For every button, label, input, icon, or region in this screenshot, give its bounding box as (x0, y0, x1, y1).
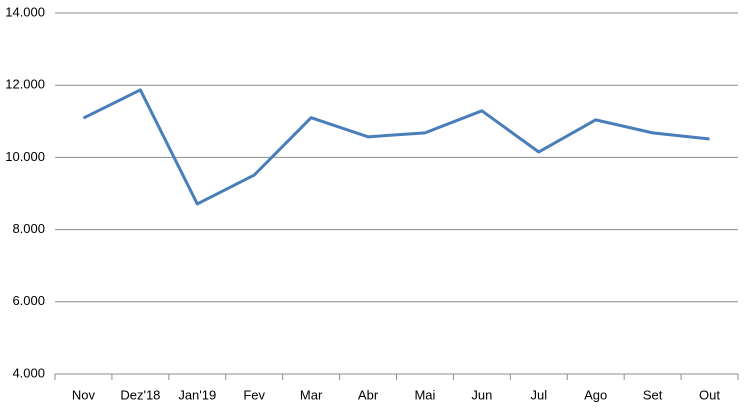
x-tick-label: Mar (300, 387, 323, 402)
x-tick-label: Jan'19 (178, 387, 216, 402)
x-tick-label: Nov (72, 387, 96, 402)
x-tick-label: Dez'18 (120, 387, 160, 402)
x-tick-label: Out (699, 387, 720, 402)
x-tick-label: Mai (414, 387, 435, 402)
data-line (82, 88, 710, 206)
x-tick-label: Jun (471, 387, 492, 402)
x-tick-label: Abr (358, 387, 379, 402)
x-tick-label: Set (643, 387, 663, 402)
x-tick-label: Jul (530, 387, 547, 402)
y-tick-label: 10.000 (5, 149, 45, 164)
y-tick-label: 14.000 (5, 4, 45, 19)
y-tick-label: 8.000 (12, 221, 45, 236)
x-tick-label: Fev (243, 387, 265, 402)
x-tick-label: Ago (584, 387, 607, 402)
y-tick-label: 6.000 (12, 293, 45, 308)
y-tick-label: 4.000 (12, 365, 45, 380)
y-tick-label: 12.000 (5, 77, 45, 92)
